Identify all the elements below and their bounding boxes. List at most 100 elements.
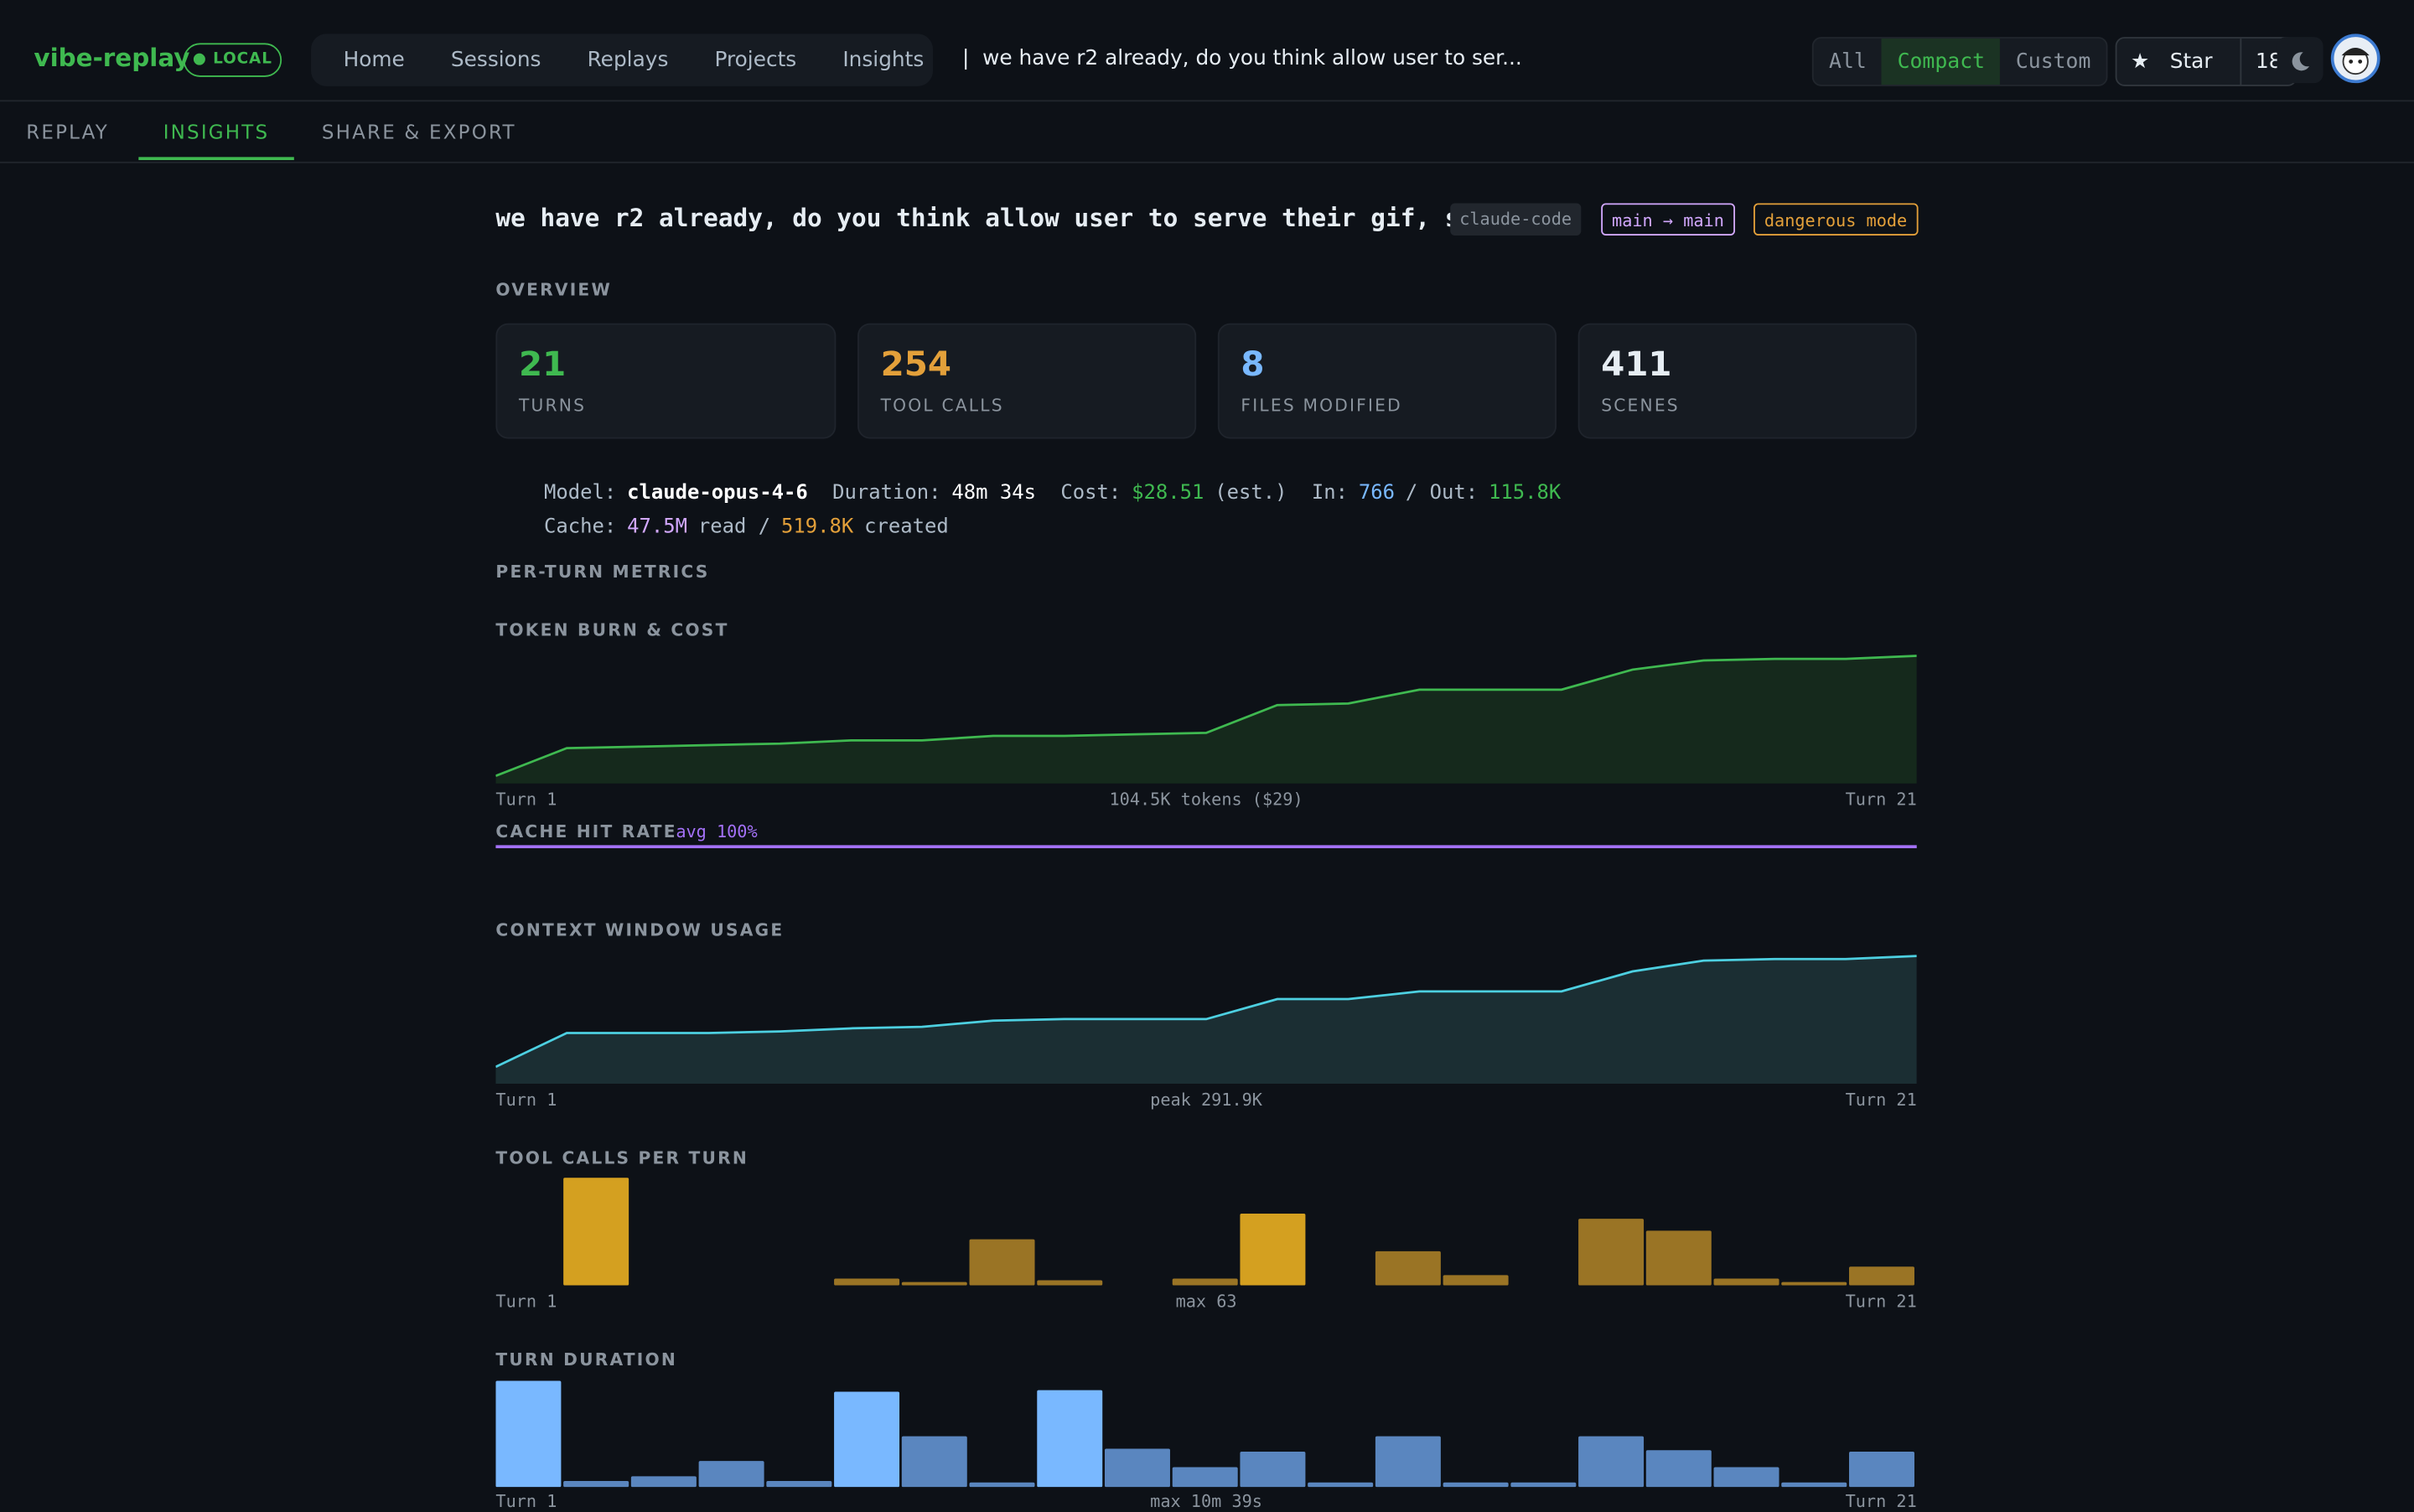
detail-value: 47.5M [627,515,687,539]
nav-link[interactable]: Insights [820,48,947,72]
bar [834,1279,899,1286]
bar [1173,1279,1238,1286]
stat-label: FILES MODIFIED [1241,396,1401,416]
bar [1173,1467,1238,1487]
stat-card: 8 FILES MODIFIED [1218,324,1557,439]
star-label[interactable]: ★ Star [2117,39,2240,85]
moon-icon [2277,37,2323,83]
bar [631,1476,697,1487]
tag: dangerous mode [1754,203,1918,236]
session-title-heading: we have r2 already, do you think allow u… [495,203,1474,232]
view-mode: All Compact Custom [1812,37,2108,86]
active-tab-indicator [138,157,294,160]
session-title: we have r2 already, do you think allow u… [982,46,1522,70]
bar [1714,1279,1779,1286]
detail-value: 519.8K [781,515,853,539]
bar [1037,1281,1102,1286]
avatar-icon [2334,37,2376,80]
axis-label: Turn 21 [495,1492,1916,1512]
view-mode-option[interactable]: Compact [1882,39,2000,85]
bar [1578,1219,1644,1286]
bar [766,1481,831,1487]
detail-value: $28.51 [1132,482,1204,505]
bar [1037,1390,1102,1488]
bar [1646,1450,1712,1487]
nav-link[interactable]: Sessions [427,48,564,72]
stat-label: SCENES [1601,396,1680,416]
bar-chart [495,1178,1916,1286]
tab[interactable]: INSIGHTS [163,120,270,143]
theme-toggle[interactable] [2277,37,2323,83]
bar [563,1178,629,1286]
bar [1578,1437,1644,1488]
tag: main → main [1601,203,1735,236]
tab[interactable]: REPLAY [26,120,109,143]
bar [1308,1483,1373,1488]
bar [834,1391,899,1487]
nav-link[interactable]: Home [320,48,427,72]
detail-value: 48m 34s [951,482,1036,505]
detail-value: 766 [1359,482,1395,505]
view-mode-option[interactable]: All [1814,39,1883,85]
section-heading: PER-TURN METRICS [495,562,709,582]
bar [563,1481,629,1487]
bar [1375,1437,1441,1488]
stat-card: 21 TURNS [495,324,836,439]
axis-label: Turn 21 [495,1090,1916,1110]
stat-label: TOOL CALLS [881,396,1004,416]
detail-line: Cache: 47.5M read / 519.8K created [495,493,959,562]
chart-title: TOKEN BURN & COST [495,620,728,640]
star-button[interactable]: ★ Star 18 [2116,37,2297,86]
view-mode-option[interactable]: Custom [2000,39,2106,85]
detail-key: / Out: [1406,482,1478,505]
area-chart [495,947,1916,1084]
detail-key: created [864,515,949,539]
area-fill [495,655,1916,783]
nav: Home Sessions Replays Projects Insights [311,34,933,85]
stat-card: 254 TOOL CALLS [857,324,1196,439]
stat-label: TURNS [519,396,586,416]
nav-link[interactable]: Projects [692,48,820,72]
section-heading: OVERVIEW [495,280,612,300]
avatar[interactable] [2331,34,2380,83]
bar [902,1437,967,1488]
bar [1849,1452,1914,1487]
detail-key: read / [698,515,770,539]
bar [970,1240,1035,1286]
stat-card: 411SCENES [1578,324,1917,439]
bar [1240,1214,1305,1286]
chart-title: TURN DURATION [495,1350,677,1370]
chart-title: CACHE HIT RATE [495,822,676,842]
brand[interactable]: vibe-replay [34,43,189,72]
detail-key: Cache: [544,515,616,539]
tag: claude-code [1450,203,1581,236]
bar [1443,1275,1509,1285]
session-title-bar: | we have r2 already, do you think allow… [962,46,1522,70]
bar [1443,1483,1509,1488]
bar [970,1483,1035,1488]
bar [495,1381,561,1488]
axis-label: Turn 21 [495,1292,1916,1312]
stat-value: 21 [519,346,566,385]
bar [1105,1448,1170,1487]
tab[interactable]: SHARE & EXPORT [322,120,516,143]
stat-value: 8 [1241,346,1264,385]
bar [1781,1282,1847,1286]
detail-value: 115.8K [1489,482,1561,505]
bar [1646,1230,1712,1285]
bar [1781,1483,1847,1488]
stat-value: 254 [881,346,951,385]
avg-label: avg 100% [676,822,757,842]
badge-text: LOCAL [213,51,272,68]
detail-key: Cost: [1060,482,1121,505]
chart-title: TOOL CALLS PER TURN [495,1148,749,1168]
nav-link[interactable]: Replays [564,48,692,72]
tab-bar: REPLAY INSIGHTS SHARE & EXPORT [0,101,2414,163]
bar [1240,1452,1305,1487]
bar [1849,1266,1914,1285]
bar [902,1282,967,1286]
star-text: Star [2156,49,2226,74]
